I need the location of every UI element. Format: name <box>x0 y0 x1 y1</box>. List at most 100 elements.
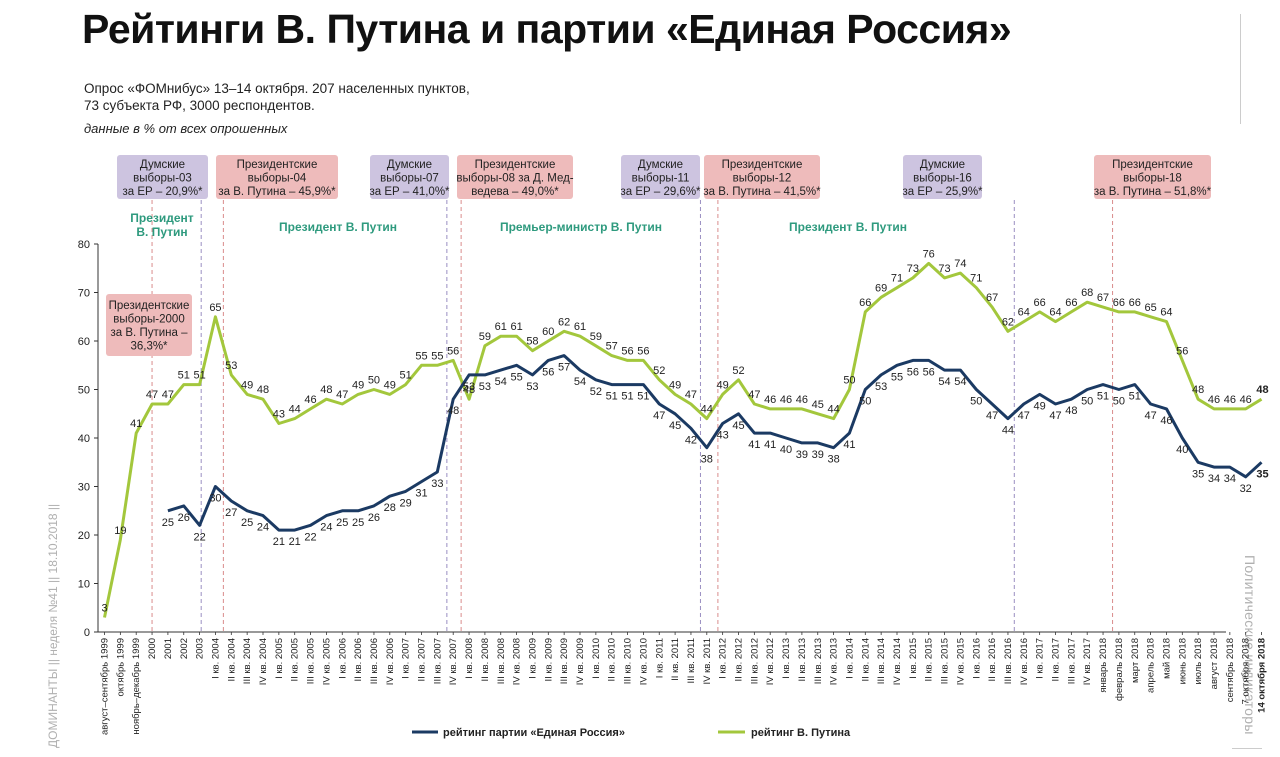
x-tick-label: IV кв. 2007 <box>448 638 459 685</box>
x-tick-label: II кв. 2004 <box>226 638 237 682</box>
election-box-text: выборы-07 <box>380 172 439 184</box>
x-tick-label: сентябрь 2018 <box>1225 638 1236 702</box>
x-tick-label: IV кв. 2017 <box>1082 638 1093 685</box>
election-box-text: Президентские <box>109 300 190 312</box>
putin-point-label: 73 <box>938 263 950 275</box>
x-tick-label: III кв. 2008 <box>496 638 507 684</box>
election-box-text: выборы-04 <box>248 172 307 184</box>
x-tick-label: август–сентябрь 1999 <box>100 638 111 735</box>
er-point-label: 34 <box>1208 473 1220 485</box>
x-tick-label: март 2018 <box>1130 638 1141 683</box>
x-tick-label: I кв. 2011 <box>654 638 665 678</box>
election-box-text: выборы-08 за Д. Мед- <box>456 172 573 184</box>
election-box-text: Думские <box>638 159 683 171</box>
putin-point-label: 61 <box>510 321 522 333</box>
er-point-label: 47 <box>1018 410 1030 422</box>
putin-point-label: 46 <box>796 394 808 406</box>
er-point-label: 53 <box>479 381 491 393</box>
putin-point-label: 44 <box>701 404 713 416</box>
x-tick-label: I кв. 2008 <box>464 638 475 679</box>
putin-point-label: 48 <box>1256 384 1268 396</box>
er-point-label: 47 <box>1144 410 1156 422</box>
x-tick-label: I кв. 2009 <box>527 638 538 679</box>
x-tick-label: II кв. 2014 <box>860 638 871 682</box>
er-point-label: 39 <box>796 449 808 461</box>
er-point-label: 45 <box>732 420 744 432</box>
period-label-0: Президент <box>130 211 194 225</box>
y-tick-label: 40 <box>78 433 90 445</box>
er-point-label: 21 <box>289 536 301 548</box>
y-tick-label: 60 <box>78 336 90 348</box>
x-tick-label: 2003 <box>195 638 206 659</box>
election-box-text: выборы-2000 <box>113 314 184 326</box>
x-tick-label: III кв. 2015 <box>940 638 951 684</box>
putin-point-label: 51 <box>178 370 190 382</box>
er-point-label: 50 <box>970 396 982 408</box>
putin-point-label: 46 <box>1224 394 1236 406</box>
election-box-text: за ЕР – 41,0%* <box>369 186 450 198</box>
x-tick-label: II кв. 2011 <box>670 638 681 681</box>
er-point-label: 31 <box>415 488 427 500</box>
putin-point-label: 46 <box>304 394 316 406</box>
er-point-label: 50 <box>1113 396 1125 408</box>
putin-point-label: 66 <box>1065 297 1077 309</box>
er-point-label: 24 <box>320 522 332 534</box>
series-line-putin <box>103 261 1263 618</box>
election-box-text: ведева – 49,0%* <box>471 186 559 198</box>
er-point-label: 57 <box>558 362 570 374</box>
putin-point-label: 65 <box>1144 302 1156 314</box>
er-point-label: 34 <box>1224 473 1236 485</box>
page-title: Рейтинги В. Путина и партии «Единая Росс… <box>82 6 1012 52</box>
x-tick-label: октябрь 1999 <box>115 638 126 697</box>
corner-rule-top <box>1240 14 1241 124</box>
x-tick-label: II кв. 2016 <box>987 638 998 682</box>
putin-point-label: 69 <box>875 282 887 294</box>
x-tick-label: I кв. 2005 <box>274 638 285 679</box>
x-tick-label: 7 октября 2018 <box>1241 638 1252 705</box>
y-tick-label: 30 <box>78 482 90 494</box>
x-tick-label: III кв. 2009 <box>559 638 570 684</box>
y-tick-label: 0 <box>84 627 90 639</box>
putin-point-label: 49 <box>669 379 681 391</box>
er-point-label: 51 <box>1129 391 1141 403</box>
election-box-4 <box>621 155 700 199</box>
putin-point-label: 43 <box>273 408 285 420</box>
election-box-text: Президентские <box>237 159 318 171</box>
election-box-text: выборы-18 <box>1123 172 1182 184</box>
series-line-er <box>167 354 1263 532</box>
putin-point-label: 62 <box>1002 316 1014 328</box>
x-tick-label: II кв. 2007 <box>417 638 428 682</box>
x-tick-label: I кв. 2017 <box>1035 638 1046 679</box>
putin-point-label: 48 <box>1192 384 1204 396</box>
election-box-text: 36,3%* <box>130 341 168 353</box>
x-tick-label: июнь 2018 <box>1177 638 1188 684</box>
er-point-label: 53 <box>875 381 887 393</box>
x-tick-label: июль 2018 <box>1193 638 1204 685</box>
election-box-7 <box>1094 155 1211 199</box>
x-tick-label: I кв. 2012 <box>718 638 729 679</box>
er-point-label: 25 <box>336 517 348 529</box>
er-point-label: 28 <box>384 502 396 514</box>
er-point-label: 27 <box>225 507 237 519</box>
election-box-3 <box>457 155 573 199</box>
er-point-label: 40 <box>780 444 792 456</box>
putin-point-label: 65 <box>209 302 221 314</box>
x-tick-label: IV кв. 2012 <box>765 638 776 685</box>
putin-point-label: 57 <box>606 341 618 353</box>
er-point-label: 26 <box>178 512 190 524</box>
putin-point-label: 55 <box>431 350 443 362</box>
er-point-label: 46 <box>1160 415 1172 427</box>
x-tick-label: I кв. 2006 <box>337 638 348 679</box>
x-tick-label: III кв. 2005 <box>306 638 317 684</box>
election-box-text: за ЕР – 25,9%* <box>902 186 983 198</box>
putin-point-label: 51 <box>400 370 412 382</box>
x-tick-label: II кв. 2012 <box>734 638 745 682</box>
y-tick-label: 50 <box>78 385 90 397</box>
period-label-2: Премьер-министр В. Путин <box>500 220 662 234</box>
x-tick-label: IV кв. 2005 <box>321 638 332 685</box>
er-point-label: 38 <box>827 454 839 466</box>
er-point-label: 45 <box>669 420 681 432</box>
x-tick-label: IV кв. 2010 <box>638 638 649 685</box>
period-label-0: В. Путин <box>136 225 187 239</box>
